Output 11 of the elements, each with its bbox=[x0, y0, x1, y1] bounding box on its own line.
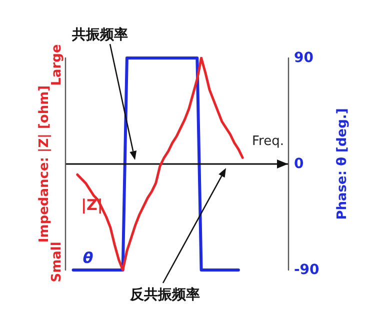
y-axis-title: Impedance: |Z| [ohm] bbox=[37, 85, 52, 243]
y-tick-label: 90 bbox=[294, 50, 314, 66]
y-tick-label: 0 bbox=[294, 156, 304, 172]
y-axis-title: Phase: θ [deg.] bbox=[335, 108, 350, 220]
annotation: Large bbox=[50, 44, 64, 86]
series-label: θ bbox=[82, 249, 94, 267]
annotation: Small bbox=[50, 242, 64, 282]
text: 反共振频率 bbox=[129, 286, 200, 303]
y-tick-label: -90 bbox=[294, 262, 320, 278]
text: 共振频率 bbox=[71, 26, 128, 43]
x-axis-title: Freq. bbox=[252, 134, 284, 149]
